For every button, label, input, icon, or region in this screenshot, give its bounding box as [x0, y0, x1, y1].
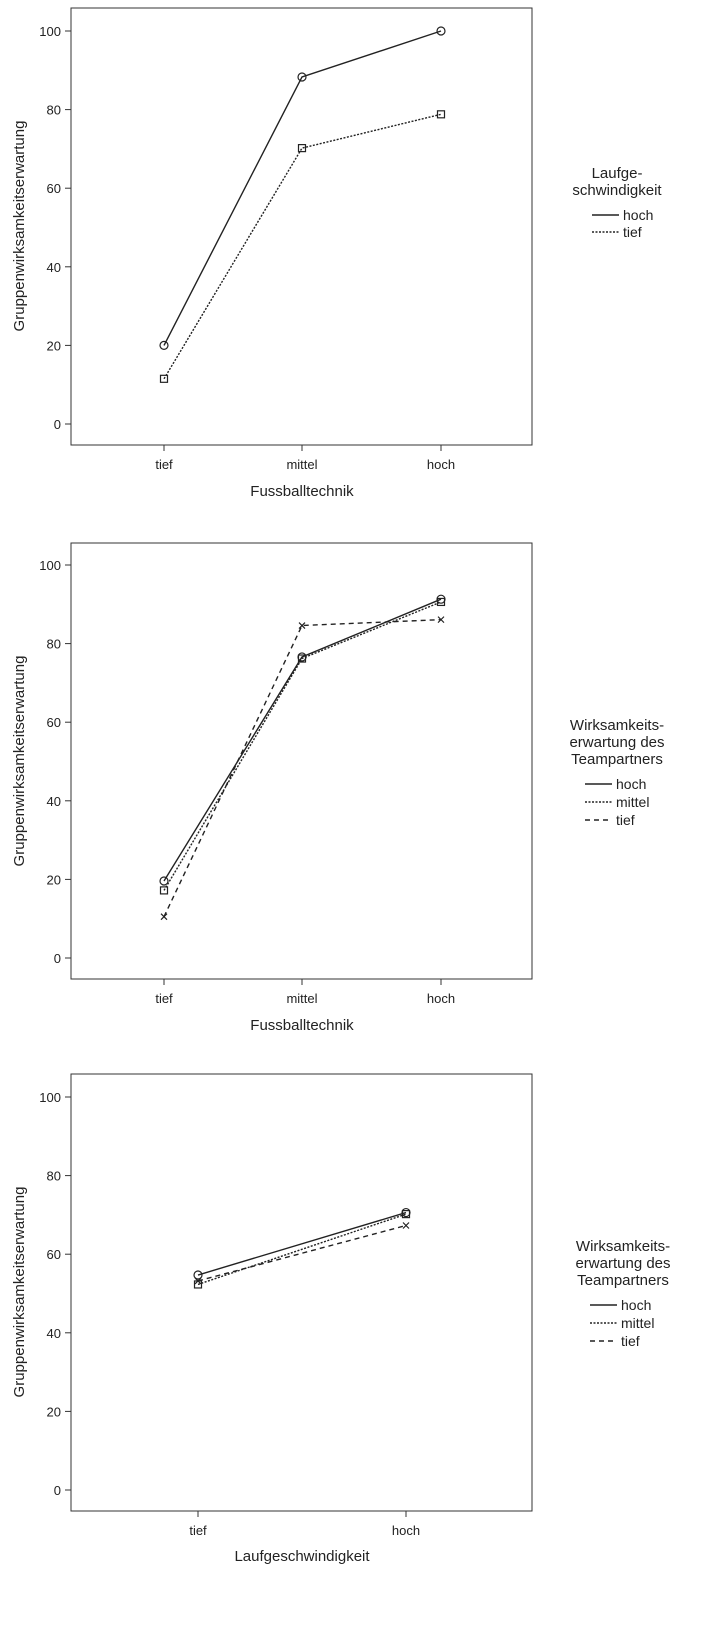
series-line-hoch — [163, 30, 442, 346]
x-tick-label: tief — [155, 991, 173, 1006]
legend-title-3-line-1: Wirksamkeits- — [576, 1238, 670, 1255]
marker-circle — [436, 26, 446, 36]
x-tick-label: tief — [155, 457, 173, 472]
x-tick-label: tief — [189, 1523, 207, 1538]
y-tick-label: 20 — [47, 1404, 61, 1419]
legend-3-label-hoch: hoch — [621, 1297, 651, 1313]
legend-title-1-line-2: schwindigkeit — [572, 182, 662, 199]
legend-title-3-line-3: Teampartners — [577, 1272, 669, 1289]
marker-x — [194, 1277, 202, 1285]
marker-square — [297, 654, 307, 663]
marker-square — [159, 886, 169, 895]
x-axis-title-2: Fussballtechnik — [250, 1017, 354, 1034]
series-line-tief — [163, 618, 442, 918]
marker-square — [436, 110, 446, 119]
x-axis-title-1: Fussballtechnik — [250, 483, 354, 500]
legend-title-2-line-1: Wirksamkeits- — [570, 717, 664, 734]
marker-x — [402, 1222, 410, 1229]
legend-title-1-line-1: Laufge- — [592, 165, 643, 182]
series-line-mittel — [163, 601, 442, 891]
marker-x — [298, 622, 306, 629]
marker-circle — [159, 340, 169, 350]
legend-2-label-mittel: mittel — [616, 794, 649, 810]
legend-3-label-tief: tief — [621, 1333, 640, 1349]
y-tick-label: 60 — [47, 1247, 61, 1262]
y-tick-label: 40 — [47, 1326, 61, 1341]
y-tick-label: 20 — [47, 872, 61, 887]
marker-square — [401, 1210, 411, 1219]
marker-square — [297, 144, 307, 153]
y-tick-label: 100 — [39, 24, 61, 39]
x-axis-title-3: Laufgeschwindigkeit — [234, 1548, 370, 1565]
marker-circle — [193, 1270, 203, 1280]
x-tick-label: hoch — [392, 1523, 420, 1538]
x-tick-label: hoch — [427, 991, 455, 1006]
legend-title-2-line-3: Teampartners — [571, 751, 663, 768]
plot-frame-2 — [70, 542, 533, 980]
x-tick-label: mittel — [286, 991, 317, 1006]
y-axis-title-2: Gruppenwirksamkeitserwartung — [11, 656, 28, 867]
chart-2: 0 20 40 60 80 100 tief mittel hoch Gruppenwirks… — [11, 542, 665, 1034]
marker-square — [159, 374, 169, 383]
marker-x — [437, 616, 445, 624]
series-line-hoch — [163, 598, 442, 882]
legend-1: Laufge- schwindigkeit hoch tief — [572, 165, 662, 240]
x-tick-label: hoch — [427, 457, 455, 472]
marker-circle — [159, 876, 169, 886]
legend-1-label-hoch: hoch — [623, 207, 653, 223]
chart-3: 0 20 40 60 80 100 tief hoch Gruppenwirksamkeit… — [11, 1073, 671, 1565]
marker-square — [436, 597, 446, 607]
y-tick-label: 100 — [39, 558, 61, 573]
y-tick-label: 60 — [47, 181, 61, 196]
chart-1: 0 20 40 60 80 100 tief mittel hoch Gruppenwirks… — [11, 7, 662, 500]
legend-2-label-hoch: hoch — [616, 776, 646, 792]
marker-x — [160, 913, 168, 921]
y-tick-label: 40 — [47, 260, 61, 275]
y-tick-label: 80 — [47, 103, 61, 118]
y-tick-label: 40 — [47, 794, 61, 809]
y-tick-label: 20 — [47, 338, 61, 353]
legend-3: Wirksamkeits- erwartung des Teampartners… — [575, 1238, 670, 1349]
y-tick-label: 100 — [39, 1090, 61, 1105]
legend-title-3-line-2: erwartung des — [575, 1255, 670, 1272]
legend-3-label-mittel: mittel — [621, 1315, 654, 1331]
y-tick-label: 0 — [54, 951, 61, 966]
y-axis-title-3: Gruppenwirksamkeitserwartung — [11, 1187, 28, 1398]
series-line-tief — [163, 113, 442, 380]
legend-2: Wirksamkeits- erwartung des Teampartners… — [569, 717, 664, 828]
x-tick-label: mittel — [286, 457, 317, 472]
marker-circle — [297, 72, 307, 82]
plot-frame-3 — [70, 1073, 533, 1512]
legend-2-label-tief: tief — [616, 812, 635, 828]
y-tick-label: 80 — [47, 637, 61, 652]
y-tick-label: 60 — [47, 715, 61, 730]
y-tick-label: 80 — [47, 1169, 61, 1184]
y-tick-label: 0 — [54, 417, 61, 432]
legend-1-label-tief: tief — [623, 224, 642, 240]
y-axis-title-1: Gruppenwirksamkeitserwartung — [11, 121, 28, 332]
legend-title-2-line-2: erwartung des — [569, 734, 664, 751]
series-line-hoch — [197, 1211, 407, 1276]
y-tick-label: 0 — [54, 1483, 61, 1498]
series-line-mittel — [197, 1213, 407, 1286]
